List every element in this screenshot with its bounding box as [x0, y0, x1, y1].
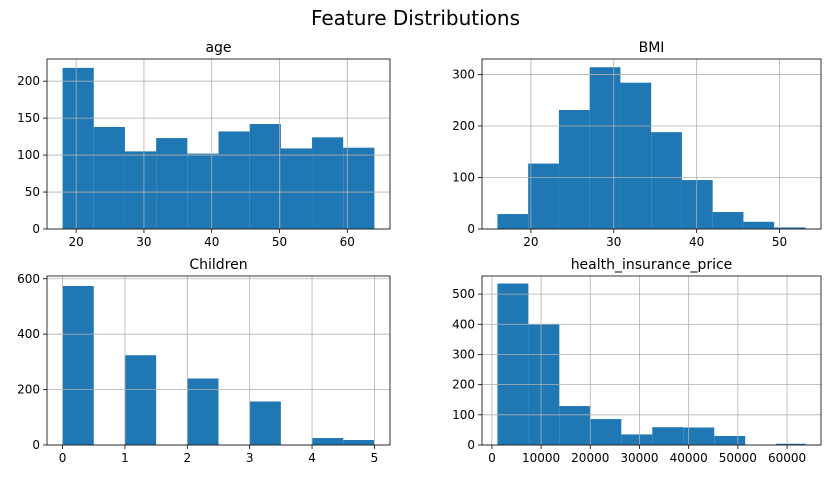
y-tick-label: 200 — [17, 74, 40, 88]
y-tick-label: 400 — [17, 327, 40, 341]
y-tick-label: 0 — [467, 438, 475, 452]
y-tick-label: 100 — [452, 170, 475, 184]
figure-suptitle: Feature Distributions — [310, 6, 521, 30]
histogram-bar — [187, 153, 219, 229]
y-tick-label: 0 — [467, 222, 475, 236]
histogram-bar — [651, 132, 682, 229]
y-tick-label: 150 — [17, 111, 40, 125]
histogram-bar — [558, 110, 590, 229]
histogram-bar — [93, 127, 125, 229]
y-tick-label: 50 — [25, 185, 40, 199]
histogram-bar — [312, 137, 344, 229]
histogram-bar — [589, 67, 621, 229]
x-tick-label: 40000 — [670, 451, 708, 465]
histogram-bar — [249, 124, 281, 229]
y-tick-label: 0 — [32, 222, 40, 236]
y-tick-label: 600 — [17, 272, 40, 286]
histogram-bar — [774, 227, 806, 229]
y-tick-label: 100 — [17, 148, 40, 162]
x-tick-label: 50000 — [719, 451, 757, 465]
x-tick-label: 10000 — [522, 451, 560, 465]
x-tick-label: 20 — [69, 235, 84, 249]
subplot-title: Children — [189, 257, 247, 273]
y-tick-label: 500 — [452, 287, 475, 301]
x-tick-label: 30000 — [620, 451, 658, 465]
histogram-bar — [343, 147, 375, 229]
x-tick-label: 40 — [204, 235, 219, 249]
x-tick-label: 50 — [272, 235, 287, 249]
x-tick-label: 1 — [121, 451, 129, 465]
histogram-bar — [683, 427, 715, 445]
histogram-bar — [681, 180, 713, 229]
x-tick-label: 3 — [246, 451, 254, 465]
y-tick-label: 400 — [452, 317, 475, 331]
y-tick-label: 200 — [452, 378, 475, 392]
histogram-bar — [156, 138, 188, 229]
x-tick-label: 0 — [488, 451, 496, 465]
subplot-title: health_insurance_price — [571, 257, 733, 273]
x-tick-label: 60 — [340, 235, 355, 249]
histogram-bar — [187, 378, 219, 445]
subplot-title: BMI — [639, 40, 665, 56]
y-tick-label: 0 — [32, 438, 40, 452]
x-tick-label: 50 — [772, 235, 787, 249]
x-tick-label: 0 — [59, 451, 67, 465]
y-tick-label: 200 — [452, 119, 475, 133]
x-tick-label: 4 — [308, 451, 316, 465]
histogram-bar — [620, 82, 652, 230]
axes-frame — [481, 58, 822, 230]
x-tick-label: 40 — [689, 235, 704, 249]
y-tick-label: 200 — [17, 383, 40, 397]
axes-frame — [481, 275, 822, 446]
histogram-bar — [343, 440, 375, 445]
histogram-bar — [497, 283, 529, 445]
x-tick-label: 20000 — [571, 451, 609, 465]
histogram-bar — [280, 148, 313, 229]
x-tick-label: 60000 — [768, 451, 806, 465]
histogram-bar — [712, 212, 744, 229]
histogram-bar — [124, 355, 157, 445]
axes-frame — [46, 275, 391, 446]
histogram-bar — [652, 427, 684, 445]
subplot-title: age — [205, 40, 231, 56]
histogram-bar — [218, 131, 250, 229]
x-tick-label: 2 — [183, 451, 191, 465]
x-tick-label: 30 — [606, 235, 621, 249]
histogram-bar — [528, 163, 559, 229]
x-tick-label: 30 — [136, 235, 151, 249]
histogram-bar — [62, 67, 94, 229]
histogram-bar — [249, 401, 281, 445]
histogram-bar — [621, 434, 653, 445]
x-tick-label: 5 — [371, 451, 379, 465]
subplot-health-insurance-price: 0 10000 20000 30000 40000 50000 60000 0 100 200 30… — [452, 257, 822, 465]
axes-frame — [46, 58, 391, 230]
subplot-bmi: 20 30 40 50 0 100 200 300 BMI — [452, 40, 822, 249]
histogram-bar — [590, 419, 622, 445]
histogram-bar — [312, 438, 344, 445]
histogram-bar — [743, 221, 775, 229]
x-tick-label: 20 — [523, 235, 538, 249]
histogram-bar — [776, 443, 806, 445]
histogram-bar — [559, 406, 591, 445]
histogram-bar — [124, 151, 157, 229]
y-tick-label: 300 — [452, 347, 475, 361]
y-tick-label: 300 — [452, 67, 475, 81]
histogram-bar — [714, 435, 746, 445]
histogram-bar — [62, 285, 94, 445]
subplot-age: 20 30 40 50 60 0 50 100 150 200 age — [17, 40, 391, 249]
histogram-bar — [497, 214, 529, 229]
y-tick-label: 100 — [452, 408, 475, 422]
subplot-children: 0 1 2 3 4 5 0 200 400 600 Children — [17, 257, 391, 465]
